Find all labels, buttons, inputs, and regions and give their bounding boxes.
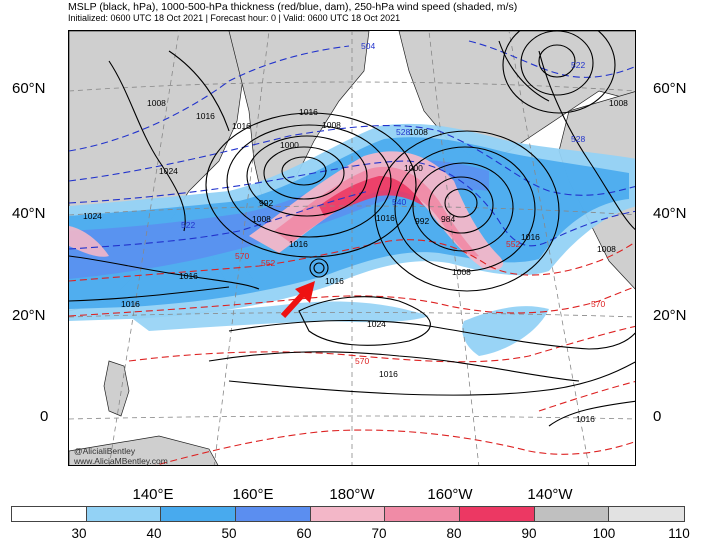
high-center-pacific xyxy=(298,296,431,346)
mslp-label: 1008 xyxy=(322,120,341,130)
mslp-label: 1008 xyxy=(452,267,471,277)
colorbar-tick-label: 60 xyxy=(296,526,312,541)
colorbar-tick-label: 90 xyxy=(521,526,537,541)
mslp-label: 1016 xyxy=(121,299,140,309)
alaska-landmass xyxy=(398,31,635,162)
colorbar-segment xyxy=(609,507,685,521)
graticule xyxy=(69,31,635,465)
jet-pink-inner xyxy=(274,166,479,257)
thickness-label: 570 xyxy=(355,356,369,366)
lon-label: 140°E xyxy=(132,486,174,503)
colorbar-tick-label: 100 xyxy=(592,526,616,541)
colorbar-tick-label: 80 xyxy=(446,526,462,541)
mslp-label: 1016 xyxy=(521,232,540,242)
lon-label: 160°E xyxy=(232,486,274,503)
colorbar-segment xyxy=(236,507,311,521)
mslp-label: 1024 xyxy=(367,319,386,329)
mslp-label: 1024 xyxy=(159,166,178,176)
lat-label-right: 0 xyxy=(653,408,662,425)
thickness-label: 570 xyxy=(235,251,249,261)
thickness-contours xyxy=(69,40,635,465)
wind-speed-colorbar xyxy=(11,506,685,522)
mslp-label: 1008 xyxy=(609,98,628,108)
mslp-label: 1016 xyxy=(376,213,395,223)
chart-subtitle: Initialized: 0600 UTC 18 Oct 2021 | Fore… xyxy=(68,13,401,23)
jet-east-pacific xyxy=(462,306,549,356)
colorbar-tick-label: 70 xyxy=(371,526,387,541)
colorbar-tick-label: 30 xyxy=(71,526,87,541)
mslp-label: 1016 xyxy=(232,121,251,131)
mslp-label: 1000 xyxy=(280,140,299,150)
thickness-label: 540 xyxy=(392,197,406,207)
jet-pink-west xyxy=(69,226,109,257)
mslp-label: 1008 xyxy=(252,214,271,224)
lon-label: 140°W xyxy=(527,486,573,503)
thickness-label: 552 xyxy=(506,239,520,249)
lat-label-left: 20°N xyxy=(12,307,46,324)
mslp-label: 1016 xyxy=(325,276,344,286)
colorbar-segment xyxy=(534,507,610,521)
colorbar-segment xyxy=(310,507,386,521)
low-center-west xyxy=(281,156,327,186)
colorbar-tick-label: 50 xyxy=(221,526,237,541)
colorbar-tick-label: 40 xyxy=(146,526,162,541)
lat-label-right: 60°N xyxy=(653,80,687,97)
colorbar-segment xyxy=(12,507,87,521)
thickness-label: 570 xyxy=(591,299,605,309)
colorbar-segment xyxy=(86,507,162,521)
credit-handle: @AlicialiBentley xyxy=(74,446,136,456)
weather-map: 1008 1016 1016 1016 1008 1024 1024 1016 … xyxy=(69,31,635,465)
jet-core-red xyxy=(319,176,424,216)
lat-label-left: 0 xyxy=(40,408,49,425)
credit-text: @AlicialiBentley www.AliciaMBentley.com xyxy=(74,446,168,466)
mslp-label: 1008 xyxy=(597,244,616,254)
mslp-label: 1016 xyxy=(299,107,318,117)
mslp-label: 1016 xyxy=(196,111,215,121)
low-center-east xyxy=(444,188,478,218)
red-arrow-annotation xyxy=(280,281,315,319)
thickness-label: 528 xyxy=(396,127,410,137)
credit-website: www.AliciaMBentley.com xyxy=(74,456,168,466)
philippines-landmass xyxy=(103,360,130,417)
mslp-label: 1024 xyxy=(83,211,102,221)
mslp-isobars xyxy=(69,31,635,427)
new-guinea-landmass xyxy=(69,435,219,465)
thickness-label: 528 xyxy=(571,134,585,144)
chart-title: MSLP (black, hPa), 1000-500-hPa thicknes… xyxy=(68,1,518,13)
mslp-label: 1016 xyxy=(379,369,398,379)
colorbar-segment xyxy=(385,507,461,521)
low-center-north xyxy=(538,44,576,78)
thickness-label: 522 xyxy=(181,220,195,230)
mslp-label: 1000 xyxy=(404,163,423,173)
mslp-label: 1016 xyxy=(576,414,595,424)
lon-label: 160°W xyxy=(427,486,473,503)
lon-label: 180°W xyxy=(329,486,375,503)
mslp-label: 1016 xyxy=(179,271,198,281)
mslp-label: 984 xyxy=(441,214,455,224)
mslp-label: 992 xyxy=(415,216,429,226)
lat-label-right: 20°N xyxy=(653,307,687,324)
mslp-label: 1016 xyxy=(289,239,308,249)
mslp-label: 992 xyxy=(259,198,273,208)
mslp-label: 1008 xyxy=(147,98,166,108)
map-panel: 1008 1016 1016 1016 1008 1024 1024 1016 … xyxy=(68,30,636,466)
colorbar-segment xyxy=(460,507,535,521)
contour-labels: 1008 1016 1016 1016 1008 1024 1024 1016 … xyxy=(83,41,628,424)
jet-subtropical xyxy=(129,301,429,331)
colorbar-tick-label: 110 xyxy=(668,526,690,541)
thickness-label: 552 xyxy=(261,258,275,268)
colorbar-segment xyxy=(161,507,237,521)
mslp-label: 1008 xyxy=(409,127,428,137)
low-center-subtropical xyxy=(313,262,325,274)
jet-pink-outer xyxy=(249,151,504,271)
lat-label-left: 40°N xyxy=(12,205,46,222)
thickness-label: 504 xyxy=(361,41,375,51)
thickness-label: 522 xyxy=(571,60,585,70)
lat-label-left: 60°N xyxy=(12,80,46,97)
lat-label-right: 40°N xyxy=(653,205,687,222)
